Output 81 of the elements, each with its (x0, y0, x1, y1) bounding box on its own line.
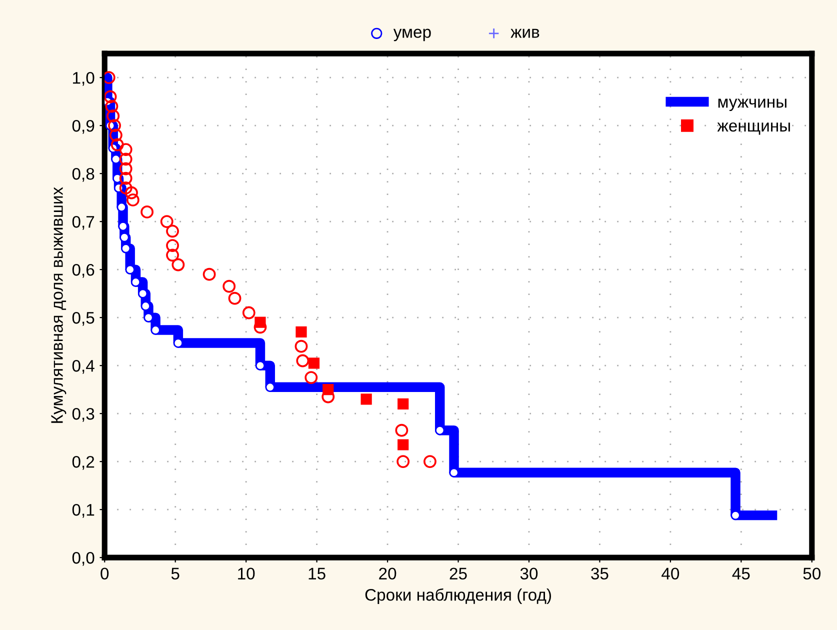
point (119, 181, 132, 194)
point (424, 455, 436, 468)
point (296, 326, 307, 338)
y-tick-label: 0,8 (72, 168, 94, 182)
point (120, 232, 130, 242)
point (160, 215, 174, 228)
x-tick-label: 5 (171, 568, 180, 580)
x-tick-label: 45 (732, 568, 750, 580)
y-tick-label: 0,7 (72, 216, 94, 230)
point (140, 205, 154, 218)
point (228, 292, 242, 305)
y-tick-label: 0,1 (72, 504, 94, 518)
point (116, 202, 126, 212)
x-tick-label: 20 (379, 568, 396, 580)
x-tick-label: 30 (520, 568, 538, 580)
x-tick-label: 35 (591, 568, 608, 580)
point (255, 360, 266, 370)
point (398, 439, 409, 450)
y-tick-label: 0,0 (72, 552, 94, 566)
x-tick-label: 15 (308, 568, 326, 580)
legend-label: мужчины (718, 98, 786, 112)
point (202, 268, 216, 281)
point (138, 288, 148, 298)
point (173, 338, 184, 348)
x-tick-label: 25 (450, 568, 467, 580)
point (265, 382, 275, 392)
y-tick-label: 1,0 (73, 72, 94, 86)
point (254, 316, 266, 328)
point (144, 312, 154, 322)
point (360, 394, 372, 405)
point (166, 239, 179, 252)
point (166, 224, 179, 238)
point (118, 221, 128, 232)
point (435, 425, 445, 436)
x-axis-title: Сроки наблюдения (год) (365, 588, 551, 604)
y-axis-title: Кумулятивная доля выживших (51, 187, 66, 423)
point (308, 358, 320, 369)
point (130, 277, 141, 287)
point (166, 248, 179, 262)
x-tick-label: 40 (662, 568, 680, 580)
x-tick-label: 10 (238, 568, 255, 580)
point (322, 384, 334, 396)
point (109, 128, 122, 142)
y-tick-label: 0,4 (72, 360, 94, 374)
point (119, 162, 132, 176)
x-tick-label: 50 (803, 568, 821, 580)
point (104, 90, 117, 104)
point (105, 100, 118, 113)
y-tick-label: 0,5 (72, 312, 94, 326)
point (140, 301, 151, 311)
point (125, 264, 135, 274)
y-tick-label: 0,9 (72, 120, 94, 134)
point (150, 325, 160, 335)
point (449, 468, 459, 478)
point (730, 510, 740, 520)
point (119, 172, 132, 185)
point (126, 193, 140, 206)
point (242, 306, 256, 320)
text: жив (510, 28, 540, 38)
point (304, 371, 318, 384)
x-tick-label: 0 (100, 568, 109, 580)
point (398, 398, 409, 410)
point (125, 186, 138, 200)
y-tick-label: 0,6 (72, 264, 94, 278)
point (172, 258, 185, 272)
point (110, 138, 124, 152)
point (111, 154, 121, 164)
point (119, 143, 132, 156)
y-tick-label: 0,3 (72, 408, 94, 422)
legend-label: женщины (717, 122, 790, 135)
point (396, 455, 410, 468)
point (106, 109, 120, 122)
point (395, 424, 408, 437)
point (296, 354, 310, 368)
point (119, 152, 132, 166)
y-tick-label: 0,2 (72, 456, 94, 470)
point (108, 119, 121, 132)
point (120, 244, 131, 254)
text: умер (393, 28, 431, 42)
point (222, 280, 236, 293)
point (294, 340, 308, 353)
